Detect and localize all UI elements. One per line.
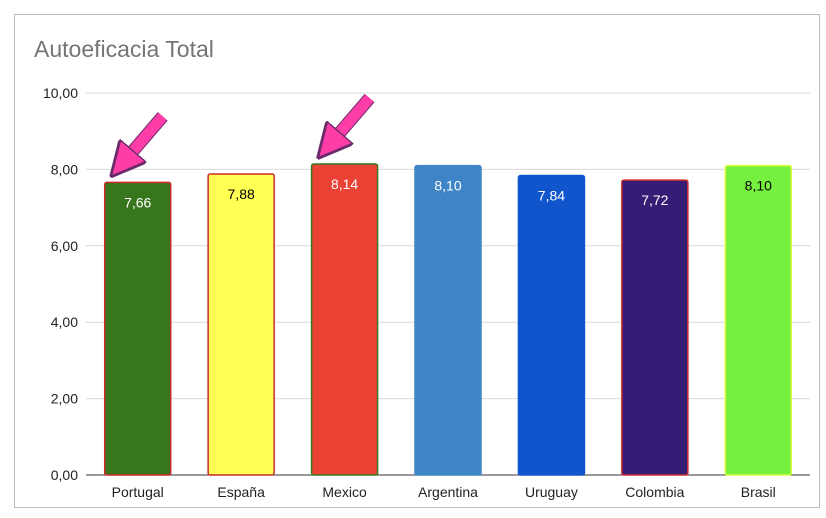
category-label-uruguay: Uruguay <box>525 484 578 500</box>
bar-portugal <box>103 181 172 476</box>
y-tick-label: 10,00 <box>43 85 78 101</box>
category-label-españa: España <box>217 484 265 500</box>
y-tick-label: 4,00 <box>51 314 78 330</box>
category-label-colombia: Colombia <box>625 484 684 500</box>
bar-argentina <box>414 164 482 476</box>
y-tick-label: 6,00 <box>51 238 78 254</box>
bar-mexico <box>310 163 379 476</box>
arrow-annotation-mexico <box>327 94 374 148</box>
y-tick-label: 0,00 <box>51 467 78 483</box>
bar-españa <box>207 173 275 476</box>
data-label-brasil: 8,10 <box>745 178 772 194</box>
data-label-españa: 7,88 <box>228 186 255 202</box>
category-label-argentina: Argentina <box>418 484 478 500</box>
data-label-portugal: 7,66 <box>124 194 151 210</box>
chart-title: Autoeficacia Total <box>34 36 214 62</box>
arrow-annotation-portugal <box>120 112 167 166</box>
data-label-colombia: 7,72 <box>641 192 668 208</box>
data-label-mexico: 8,14 <box>331 176 358 192</box>
y-tick-label: 8,00 <box>51 161 78 177</box>
data-label-uruguay: 7,84 <box>538 188 565 204</box>
bar-uruguay <box>517 174 586 476</box>
category-label-mexico: Mexico <box>322 484 367 500</box>
bar-brasil <box>724 164 793 476</box>
category-label-brasil: Brasil <box>741 484 776 500</box>
y-tick-label: 2,00 <box>51 391 78 407</box>
bar-colombia <box>621 179 689 476</box>
data-label-argentina: 8,10 <box>434 178 461 194</box>
category-label-portugal: Portugal <box>112 484 164 500</box>
